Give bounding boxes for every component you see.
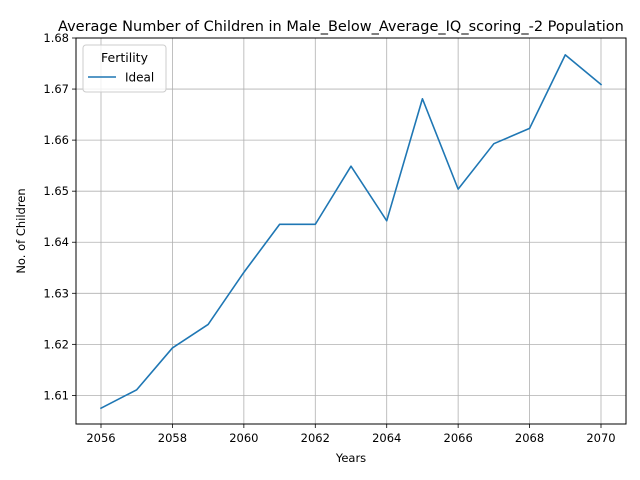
y-tick-label: 1.62	[43, 337, 69, 351]
x-tick-label: 2056	[86, 431, 115, 445]
grid	[76, 37, 626, 424]
x-tick-label: 2058	[158, 431, 187, 445]
legend-title: Fertility	[101, 50, 149, 65]
ticks: 2056 2058 2060 2062 2064 2066 2068 2070 1.61 1.62…	[43, 31, 615, 445]
y-tick-label: 1.64	[43, 235, 69, 249]
y-tick-label: 1.67	[43, 82, 69, 96]
x-tick-label: 2062	[301, 431, 330, 445]
y-tick-label: 1.61	[43, 388, 69, 402]
chart-title: Average Number of Children in Male_Below…	[58, 19, 624, 35]
legend-entries: Ideal	[88, 71, 154, 85]
legend-label: Ideal	[125, 71, 154, 85]
legend-box	[82, 44, 167, 93]
x-tick-label: 2066	[444, 431, 473, 445]
x-tick-label: 2060	[229, 431, 258, 445]
legend: Fertility Ideal	[82, 44, 167, 93]
y-tick-label: 1.63	[43, 286, 69, 300]
x-tick-label: 2064	[372, 431, 401, 445]
y-axis-label: No. of Children	[14, 188, 28, 273]
series-lines	[99, 54, 603, 410]
x-axis-label: Years	[335, 451, 366, 465]
plot-frame	[75, 37, 627, 425]
y-tick-label: 1.68	[43, 31, 69, 45]
x-tick-label: 2070	[586, 431, 615, 445]
x-tick-label: 2068	[515, 431, 544, 445]
y-tick-label: 1.66	[43, 133, 69, 147]
y-tick-label: 1.65	[43, 184, 69, 198]
